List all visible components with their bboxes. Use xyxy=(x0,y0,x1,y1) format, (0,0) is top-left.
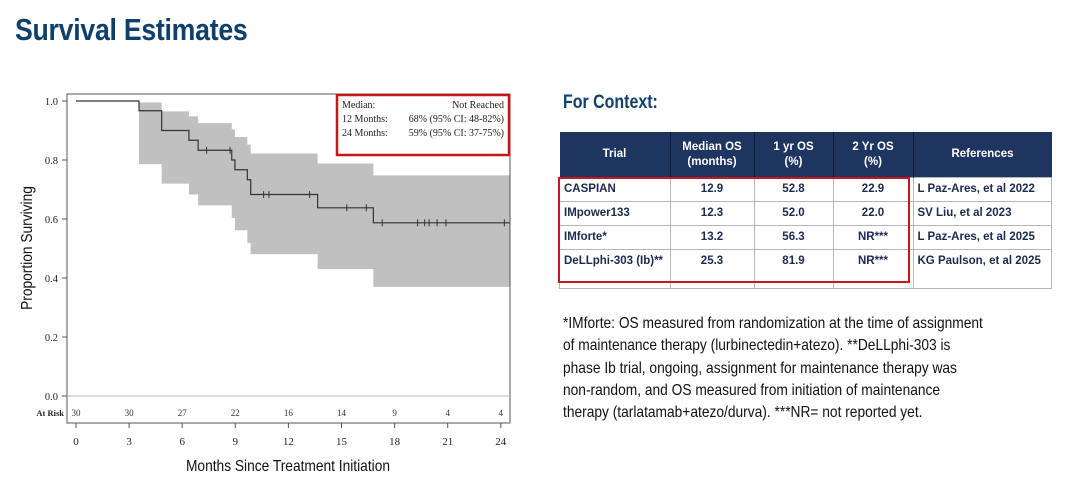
footnote-line: phase Ib trial, ongoing, assignment for … xyxy=(563,359,957,377)
at-risk-count: 30 xyxy=(72,408,82,418)
footnote-line: *IMforte: OS measured from randomization… xyxy=(563,315,983,332)
header-2yr-os: 2 Yr OS (%) xyxy=(833,132,914,178)
reference-cell: SV Liu, et al 2023 xyxy=(912,201,1052,226)
km-chart: 0.0 0.2 0.4 0.6 0.8 1.0 0 30 3 30 6 27 9 22 12 16 15 14 18… xyxy=(18,93,511,475)
footnote: *IMforte: OS measured from randomization… xyxy=(563,313,983,424)
header-references: References xyxy=(913,132,1052,178)
at-risk-count: 9 xyxy=(392,408,397,418)
context-table: Trial Median OS (months) 1 yr OS (%) 2 Yr … xyxy=(559,132,1052,289)
x-tick-label: 6 xyxy=(179,436,185,448)
x-axis-label: Months Since Treatment Initiation xyxy=(186,457,390,475)
table-row: IMpower133 12.3 52.0 22.0 SV Liu, et al 2023 xyxy=(559,201,1052,226)
trial-cell: CASPIAN xyxy=(559,177,671,202)
trial-cell: DeLLphi-303 (Ib)** xyxy=(559,249,671,289)
y-tick-label: 0.4 xyxy=(45,274,59,285)
footnote-line: of maintenance therapy (lurbinectedin+at… xyxy=(563,337,951,355)
y-tick-label: 1.0 xyxy=(45,97,58,108)
at-risk-count: 22 xyxy=(231,408,240,418)
legend-label: Median: xyxy=(342,100,375,111)
legend-box xyxy=(335,93,511,157)
header-text: Trial xyxy=(602,148,627,160)
two-year-os-cell: NR*** xyxy=(832,249,914,289)
page-title: Survival Estimates xyxy=(15,12,248,47)
x-tick-label: 9 xyxy=(233,436,239,448)
y-tick-label: 0.0 xyxy=(45,392,58,403)
table-header-row: Trial Median OS (months) 1 yr OS (%) 2 Yr … xyxy=(559,132,1052,178)
legend-label: 12 Months: xyxy=(342,114,388,125)
one-year-os-cell: 56.3 xyxy=(753,225,834,250)
at-risk-count: 14 xyxy=(337,408,347,418)
two-year-os-cell: 22.9 xyxy=(832,177,914,202)
legend-label: 24 Months: xyxy=(342,128,388,139)
two-year-os-cell: NR*** xyxy=(832,225,914,250)
header-trial: Trial xyxy=(559,132,671,178)
header-median-os: Median OS (months) xyxy=(670,132,755,178)
header-text: 1 yr OS xyxy=(773,140,814,153)
x-tick-label: 12 xyxy=(283,436,294,448)
header-text: 2 Yr OS xyxy=(852,140,894,153)
legend-value: 68% (95% CI: 48-82%) xyxy=(409,114,504,125)
header-text: (months) xyxy=(687,155,737,168)
survival-curve xyxy=(76,100,510,224)
at-risk-count: 30 xyxy=(125,408,135,418)
y-tick-label: 0.2 xyxy=(45,333,58,344)
y-axis-label: Proportion Surviving xyxy=(18,186,36,310)
table-row: IMforte* 13.2 56.3 NR*** L Paz-Ares, et al 2… xyxy=(559,225,1052,250)
x-tick-label: 18 xyxy=(389,436,401,448)
table-row: DeLLphi-303 (Ib)** 25.3 81.9 NR*** KG Paulso… xyxy=(559,249,1052,289)
one-year-os-cell: 52.0 xyxy=(753,201,834,226)
header-text: (%) xyxy=(784,155,803,168)
context-heading: For Context: xyxy=(563,92,658,113)
two-year-os-cell: 22.0 xyxy=(832,201,914,226)
one-year-os-cell: 81.9 xyxy=(753,249,834,289)
footnote-line: non-random, and OS measured from initiat… xyxy=(563,381,941,399)
x-tick-label: 21 xyxy=(442,436,453,448)
at-risk-label: At Risk xyxy=(36,408,64,418)
header-1yr-os: 1 yr OS (%) xyxy=(754,132,834,178)
legend-value: Not Reached xyxy=(452,100,504,111)
x-tick-label: 0 xyxy=(73,436,79,448)
legend-value: 59% (95% CI: 37-75%) xyxy=(409,128,504,139)
y-tick-label: 0.6 xyxy=(45,215,58,226)
reference-cell: L Paz-Ares, et al 2025 xyxy=(912,225,1052,250)
one-year-os-cell: 52.8 xyxy=(753,177,834,202)
table-row: CASPIAN 12.9 52.8 22.9 L Paz-Ares, et al 202… xyxy=(559,177,1052,202)
header-text: Median OS xyxy=(682,140,742,153)
at-risk-count: 16 xyxy=(284,408,294,418)
header-text: (%) xyxy=(864,155,882,168)
y-tick-label: 0.8 xyxy=(45,156,58,167)
median-os-cell: 12.9 xyxy=(669,177,755,202)
median-os-cell: 25.3 xyxy=(669,249,755,289)
median-os-cell: 12.3 xyxy=(669,201,755,226)
x-tick-label: 24 xyxy=(495,436,507,448)
header-text: References xyxy=(951,148,1014,160)
x-tick-label: 15 xyxy=(336,436,348,448)
x-tick-label: 3 xyxy=(126,436,132,448)
confidence-band xyxy=(139,102,510,287)
at-risk-count: 4 xyxy=(445,408,450,418)
footnote-line: therapy (tarlatamab+atezo/durva). ***NR=… xyxy=(563,404,923,422)
trial-cell: IMforte* xyxy=(559,225,671,250)
reference-cell: KG Paulson, et al 2025 xyxy=(912,249,1052,289)
trial-cell: IMpower133 xyxy=(559,201,671,226)
median-os-cell: 13.2 xyxy=(669,225,755,250)
at-risk-count: 4 xyxy=(499,408,504,418)
reference-cell: L Paz-Ares, et al 2022 xyxy=(912,177,1052,202)
at-risk-count: 27 xyxy=(178,408,188,418)
